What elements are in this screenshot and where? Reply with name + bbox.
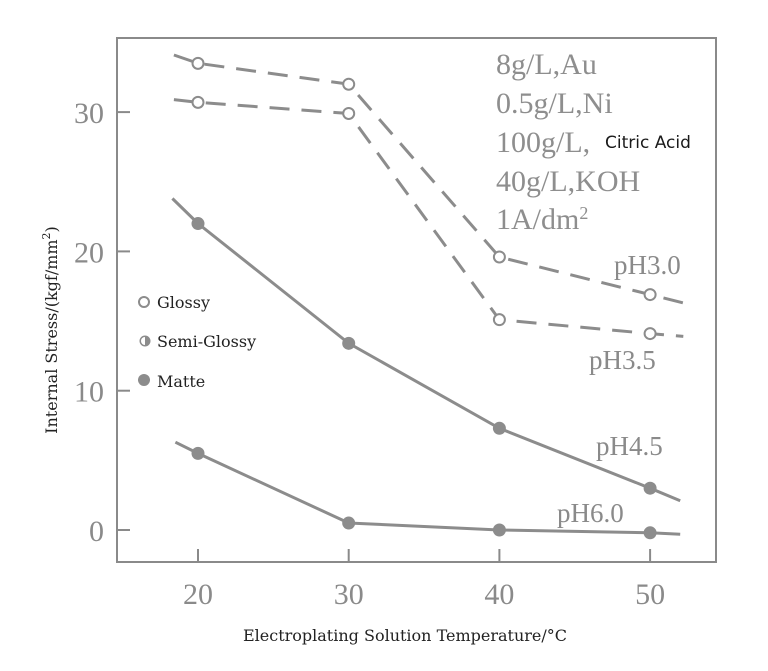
series-labels: pH3.0 pH3.5 pH4.5 pH6.0 xyxy=(557,250,681,528)
data-point-open-icon xyxy=(643,288,657,302)
label-ph3-0: pH3.0 xyxy=(614,250,681,280)
data-point-open-icon xyxy=(191,95,205,109)
series-layer xyxy=(171,53,684,540)
data-point-open-icon xyxy=(191,56,205,70)
condition-current-density: 1A/dm2 xyxy=(496,203,588,236)
data-point-open-icon xyxy=(342,106,356,120)
y-axis: 0 10 20 30 xyxy=(74,97,130,548)
data-point-open-icon xyxy=(492,313,506,327)
y-tick-label: 10 xyxy=(74,376,104,409)
condition-koh: 40g/L,KOH xyxy=(496,165,640,198)
y-axis-title: Internal Stress/(kgf/mm2) xyxy=(40,226,61,434)
legend: Glossy Semi-Glossy Matte xyxy=(138,293,256,391)
plating-conditions: 8g/L,Au 0.5g/L,Ni 100g/L, Citric Acid 40… xyxy=(496,48,691,236)
data-point-filled-icon xyxy=(191,446,205,460)
y-axis-title-tail: ) xyxy=(42,226,61,232)
label-ph4-5: pH4.5 xyxy=(596,431,663,461)
series-line-ph3-0 xyxy=(173,53,684,305)
data-point-filled-icon xyxy=(191,217,205,231)
x-axis-title: Electroplating Solution Temperature/°C xyxy=(243,626,567,645)
x-axis: 20 30 40 50 xyxy=(183,549,665,611)
data-point-open-icon xyxy=(643,327,657,341)
x-tick-label: 50 xyxy=(635,578,665,611)
x-tick-label: 40 xyxy=(484,578,514,611)
data-point-filled-icon xyxy=(492,523,506,537)
label-ph6-0: pH6.0 xyxy=(557,498,624,528)
legend-glossy: Glossy xyxy=(157,293,210,312)
data-point-filled-icon xyxy=(342,336,356,350)
data-point-filled-icon xyxy=(492,421,506,435)
matte-marker-icon xyxy=(138,374,150,386)
data-point-filled-icon xyxy=(342,516,356,530)
y-axis-title-main: Internal Stress/(kgf/mm xyxy=(42,239,61,433)
condition-citric-acid-amount: 100g/L, xyxy=(496,126,590,159)
data-point-open-icon xyxy=(492,250,506,264)
current-density-sup: 2 xyxy=(579,203,588,223)
y-tick-label: 20 xyxy=(74,236,104,269)
plot-frame xyxy=(116,37,717,563)
y-tick-label: 0 xyxy=(89,515,104,548)
current-density-base: 1A/dm xyxy=(496,203,579,236)
x-tick-label: 20 xyxy=(183,578,213,611)
x-tick-label: 30 xyxy=(334,578,364,611)
data-point-open-icon xyxy=(342,77,356,91)
y-tick-label: 30 xyxy=(74,97,104,130)
semi-glossy-marker-icon xyxy=(139,335,151,347)
condition-au: 8g/L,Au xyxy=(496,48,597,81)
condition-citric-acid-label: Citric Acid xyxy=(605,133,691,153)
condition-ni: 0.5g/L,Ni xyxy=(496,87,613,120)
legend-matte: Matte xyxy=(157,372,205,391)
data-point-filled-icon xyxy=(643,481,657,495)
legend-semi-glossy: Semi-Glossy xyxy=(157,332,256,351)
y-axis-title-sup: 2 xyxy=(40,232,53,239)
label-ph3-5: pH3.5 xyxy=(589,345,656,375)
glossy-marker-icon xyxy=(138,296,150,308)
data-point-filled-icon xyxy=(643,526,657,540)
